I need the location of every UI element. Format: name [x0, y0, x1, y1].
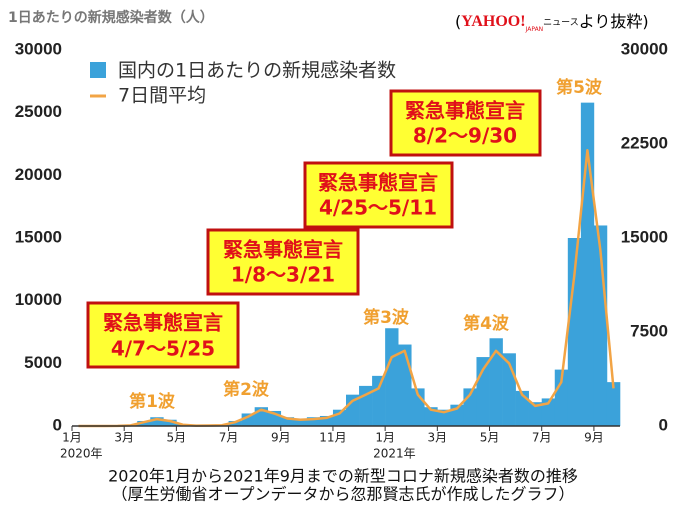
wave-label: 第1波 [129, 391, 176, 412]
x-tick-label: 5月 [480, 431, 500, 445]
y-tick-label: 15000 [15, 227, 62, 246]
bar [607, 382, 620, 426]
year-label: 2020年 [60, 447, 103, 461]
bar [398, 345, 411, 426]
x-tick-label: 7月 [219, 431, 239, 445]
source-service: ニュース [543, 18, 579, 28]
wave-label: 第5波 [556, 77, 603, 98]
legend-label: 国内の1日あたりの新規感染者数 [118, 60, 396, 82]
source-text: より抜粋 [579, 12, 643, 31]
declaration: 緊急事態宣言 4/25〜5/11 [305, 163, 452, 227]
declaration: 緊急事態宣言 1/8〜3/21 [208, 230, 358, 294]
wave-label: 第4波 [463, 313, 510, 334]
declaration-title: 緊急事態宣言 [223, 238, 343, 262]
legend-swatch [90, 62, 106, 78]
x-tick-label: 1月 [62, 431, 82, 445]
x-tick-label: 7月 [532, 431, 552, 445]
y2-tick-label: 0 [659, 415, 668, 434]
caption: 2020年1月から2021年9月までの新型コロナ新規感染者数の推移 [108, 467, 578, 486]
chart-title: 1日あたりの新規感染者数（人） [8, 9, 214, 26]
declaration-title: 緊急事態宣言 [318, 171, 438, 195]
x-tick-label: 9月 [584, 431, 604, 445]
legend-label: 7日間平均 [118, 85, 206, 107]
declaration-title: 緊急事態宣言 [103, 311, 223, 335]
x-tick-label: 3月 [428, 431, 448, 445]
declaration-period: 4/25〜5/11 [319, 196, 437, 220]
x-tick-label: 5月 [167, 431, 187, 445]
x-tick-label: 1月 [375, 431, 395, 445]
y-tick-label: 10000 [15, 290, 62, 309]
declaration-title: 緊急事態宣言 [405, 99, 525, 123]
x-tick-label: 3月 [114, 431, 134, 445]
caption: （厚生労働省オープンデータから忽那賢志氏が作成したグラフ） [111, 485, 574, 504]
declaration-period: 8/2〜9/30 [413, 124, 517, 148]
y-tick-label: 25000 [15, 102, 62, 121]
declaration: 緊急事態宣言 4/7〜5/25 [88, 303, 238, 367]
source-brand: YAHOO! [461, 13, 525, 30]
source: (YAHOO!JAPANニュースより抜粋) [455, 12, 649, 33]
bar [372, 376, 385, 426]
wave-label: 第3波 [363, 307, 410, 328]
y2-tick-label: 30000 [621, 39, 668, 58]
y-tick-label: 20000 [15, 165, 62, 184]
y2-tick-label: 15000 [621, 227, 668, 246]
x-tick-label: 9月 [271, 431, 291, 445]
wave-label: 第2波 [223, 379, 270, 400]
source-close: ) [642, 12, 648, 31]
declaration-period: 1/8〜3/21 [231, 263, 335, 287]
declaration: 緊急事態宣言 8/2〜9/30 [391, 91, 540, 155]
y2-tick-label: 22500 [621, 133, 668, 152]
y-tick-label: 0 [53, 415, 62, 434]
chart: 1日あたりの新規感染者数（人） (YAHOO!JAPANニュースより抜粋) 0 5… [0, 0, 687, 506]
bar [385, 328, 398, 426]
source-brand-sub: JAPAN [525, 26, 544, 33]
x-tick-label: 11月 [319, 431, 346, 445]
declaration-period: 4/7〜5/25 [111, 337, 215, 361]
year-label: 2021年 [373, 447, 416, 461]
y2-tick-label: 7500 [630, 321, 668, 340]
y-tick-label: 5000 [24, 353, 62, 372]
y-tick-label: 30000 [15, 39, 62, 58]
